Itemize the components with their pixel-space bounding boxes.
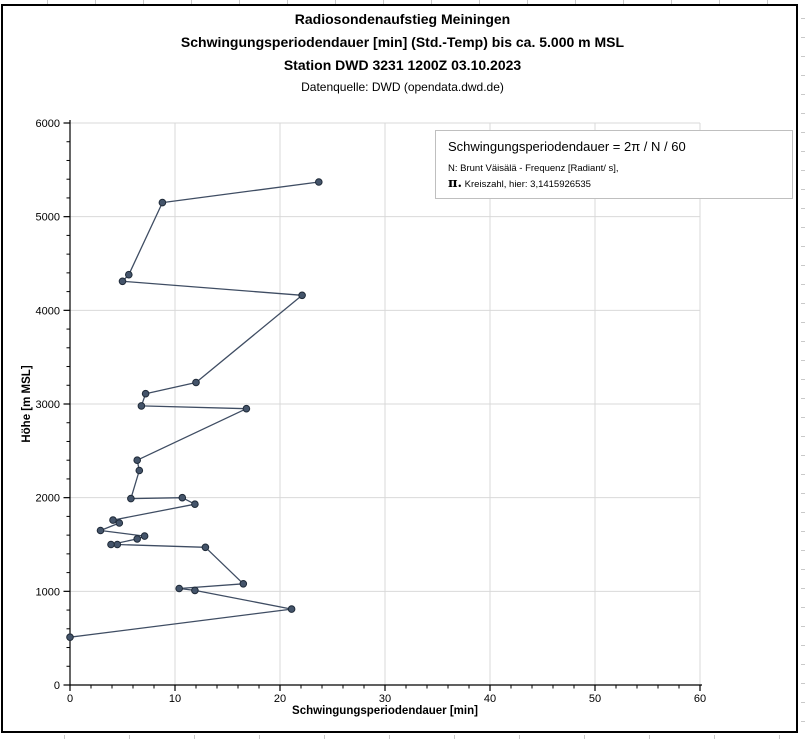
data-point xyxy=(191,586,199,595)
data-point xyxy=(242,404,251,413)
data-point xyxy=(109,516,117,524)
data-point xyxy=(113,540,122,549)
data-point xyxy=(192,378,200,387)
y-tick-label: 2000 xyxy=(36,493,60,505)
data-point xyxy=(191,500,199,509)
data-point xyxy=(178,493,187,502)
chart-frame xyxy=(1,4,798,733)
data-point xyxy=(125,270,133,279)
x-tick-label: 10 xyxy=(169,693,181,705)
data-point xyxy=(175,584,183,593)
data-series xyxy=(66,178,323,642)
chart-title-line1: Radiosondenaufstieg Meiningen xyxy=(294,11,511,27)
y-tick-label: 6000 xyxy=(36,118,60,130)
data-point xyxy=(158,198,167,207)
data-point xyxy=(239,580,248,588)
x-axis-title: Schwingungsperiodendauer [min] xyxy=(292,705,478,717)
x-tick-label: 40 xyxy=(484,693,496,705)
data-point xyxy=(115,519,124,527)
annotation-note-kreiszahl-text: Kreiszahl, hier: 3,1415926535 xyxy=(462,179,591,190)
data-point xyxy=(137,402,146,410)
y-tick-label: 1000 xyxy=(36,586,60,598)
annotation-box: Schwingungsperiodendauer = 2π / N / 60 N… xyxy=(435,130,793,199)
data-point xyxy=(96,526,105,535)
y-tick-label: 5000 xyxy=(36,212,60,224)
axes xyxy=(63,120,702,691)
annotation-formula: Schwingungsperiodendauer = 2π / N / 60 xyxy=(448,139,686,154)
data-point xyxy=(118,277,127,286)
x-tick-label: 60 xyxy=(694,693,706,705)
annotation-note-brunt-vaisala: N: Brunt Väisälä - Frequenz [Radiant/ s]… xyxy=(448,163,619,174)
data-point xyxy=(287,605,296,613)
chart-title-line2: Schwingungsperiodendauer [min] (Std.-Tem… xyxy=(180,34,625,50)
x-tick-label: 30 xyxy=(379,693,391,705)
annotation-note-kreiszahl: π. Kreiszahl, hier: 3,1415926535 xyxy=(448,177,792,192)
gridlines xyxy=(70,122,701,685)
data-point xyxy=(66,633,74,642)
y-tick-label: 4000 xyxy=(36,305,60,317)
y-tick-label: 0 xyxy=(54,680,60,692)
spreadsheet-cells-strip-right xyxy=(801,0,805,739)
x-tick-label: 20 xyxy=(274,693,286,705)
data-point xyxy=(107,540,115,549)
data-point xyxy=(140,532,149,540)
data-point xyxy=(133,456,141,465)
y-axis-title: Höhe [m MSL] xyxy=(21,365,33,443)
data-point xyxy=(315,178,323,186)
chart-subtitle: Datenquelle: DWD (opendata.dwd.de) xyxy=(301,80,504,94)
data-point xyxy=(135,466,144,475)
tick-labels: 0 10 20 30 40 50 60 0 1000 2000 3000 4000 5000 6000 xyxy=(36,118,707,705)
data-point xyxy=(141,389,150,398)
x-tick-label: 50 xyxy=(589,693,601,705)
data-line xyxy=(69,181,319,638)
x-tick-label: 0 xyxy=(67,693,73,705)
chart-title-line3: Station DWD 3231 1200Z 03.10.2023 xyxy=(283,57,522,73)
pi-symbol: π. xyxy=(448,176,463,191)
data-point xyxy=(298,291,306,300)
spreadsheet-cells-strip-bottom xyxy=(0,735,805,739)
y-tick-label: 3000 xyxy=(36,399,60,411)
data-point xyxy=(133,535,141,543)
data-point xyxy=(201,543,210,552)
spreadsheet-cells-strip-top xyxy=(0,0,805,4)
data-point xyxy=(127,494,135,503)
